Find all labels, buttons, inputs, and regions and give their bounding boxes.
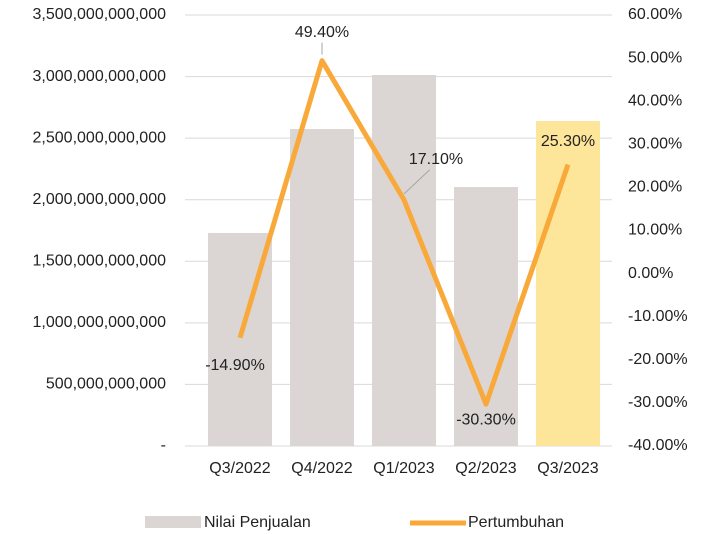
line — [237, 58, 571, 407]
y-tick-label: 2,500,000,000,000 — [33, 129, 167, 146]
y2-tick-label: -20.00% — [628, 351, 688, 368]
data-label: -30.30% — [456, 411, 516, 428]
data-label: 49.40% — [295, 24, 349, 41]
y2-tick-label: 30.00% — [628, 136, 682, 153]
y2-tick-label: 60.00% — [628, 6, 682, 23]
y-tick-label: - — [161, 437, 166, 454]
bar — [454, 187, 518, 446]
y2-tick-label: 50.00% — [628, 49, 682, 66]
y-tick-label: 3,000,000,000,000 — [33, 68, 167, 85]
y2-tick-label: 10.00% — [628, 222, 682, 239]
data-label: 25.30% — [541, 133, 595, 150]
bar — [536, 121, 600, 446]
y2-tick-label: -30.00% — [628, 394, 688, 411]
y-tick-label: 2,000,000,000,000 — [33, 191, 167, 208]
x-tick-label: Q3/2023 — [537, 460, 598, 477]
y-tick-label: 500,000,000,000 — [46, 376, 166, 393]
x-tick-label: Q3/2022 — [209, 460, 270, 477]
x-tick-label: Q1/2023 — [373, 460, 434, 477]
y2-tick-label: 20.00% — [628, 179, 682, 196]
y-tick-label: 1,500,000,000,000 — [33, 253, 167, 270]
y2-tick-label: -40.00% — [628, 437, 688, 454]
legend-swatch — [145, 516, 201, 528]
y-tick-label: 3,500,000,000,000 — [33, 6, 167, 23]
bar — [372, 74, 436, 446]
y2-tick-label: 40.00% — [628, 92, 682, 109]
bar — [290, 129, 354, 447]
x-tick-label: Q2/2023 — [455, 460, 516, 477]
y-tick-label: 1,000,000,000,000 — [33, 314, 167, 331]
y2-tick-label: -10.00% — [628, 308, 688, 325]
data-label: 17.10% — [409, 151, 463, 168]
legend-label: Pertumbuhan — [468, 514, 564, 531]
legend-label: Nilai Penjualan — [204, 514, 311, 531]
y2-tick-label: 0.00% — [628, 265, 673, 282]
x-tick-label: Q4/2022 — [291, 460, 352, 477]
leader-line — [403, 169, 430, 195]
data-label: -14.90% — [205, 357, 265, 374]
